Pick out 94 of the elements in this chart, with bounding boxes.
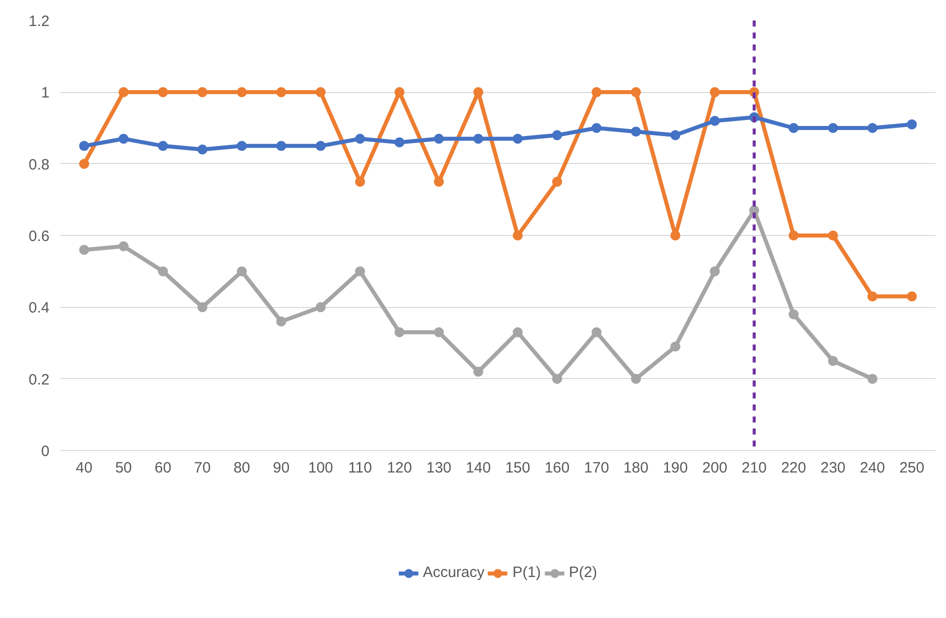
point [118, 87, 129, 98]
point [79, 140, 90, 151]
point [473, 134, 484, 144]
x-tick-label: 140 [466, 460, 491, 476]
point [552, 374, 562, 384]
point [630, 374, 641, 384]
point [276, 87, 286, 98]
y-tick-label: 0.6 [28, 228, 50, 245]
legend-label: P(1) [512, 564, 541, 582]
point [710, 266, 720, 276]
x-tick-label: 60 [154, 460, 172, 476]
point [512, 230, 523, 240]
point [158, 87, 168, 98]
point [79, 244, 90, 255]
point [552, 130, 562, 140]
x-tick-label: 200 [702, 460, 728, 476]
point [236, 266, 247, 276]
point [592, 327, 602, 338]
point [79, 158, 90, 169]
point [394, 137, 404, 148]
point [236, 140, 247, 151]
x-tick-label: 220 [781, 460, 806, 476]
x-tick-label: 80 [233, 460, 250, 476]
point [197, 87, 208, 98]
x-tick-label: 100 [308, 460, 334, 476]
x-tick-label: 150 [505, 460, 530, 476]
y-tick-label: 1 [41, 84, 50, 102]
x-tick-label: 190 [662, 460, 688, 476]
x-tick-label: 210 [742, 460, 767, 476]
point [828, 356, 838, 366]
point [316, 302, 326, 312]
point [906, 119, 917, 130]
point [434, 134, 444, 144]
x-tick-label: 180 [623, 460, 648, 476]
y-tick-label: 0.8 [28, 156, 50, 174]
x-tick-label: 130 [426, 460, 452, 476]
y-tick-label: 0.4 [28, 300, 50, 317]
legend-label: P(2) [568, 564, 598, 582]
point [197, 302, 208, 312]
point [355, 266, 366, 276]
x-tick-label: 110 [348, 460, 372, 476]
x-tick-label: 160 [544, 460, 570, 476]
point [355, 176, 366, 187]
point [276, 316, 286, 326]
point [828, 123, 838, 133]
x-tick-label: 230 [820, 460, 846, 476]
point [512, 134, 523, 144]
y-tick-label: 1.2 [28, 13, 50, 30]
point [710, 116, 720, 126]
x-tick-label: 70 [194, 460, 211, 476]
x-tick-label: 50 [115, 460, 132, 476]
point [394, 87, 404, 98]
point [118, 134, 129, 144]
point [394, 327, 404, 338]
point [828, 230, 838, 240]
point [236, 87, 247, 98]
point [630, 126, 641, 137]
point [512, 327, 523, 338]
legend-label: Accuracy [422, 564, 484, 582]
x-tick-label: 250 [899, 460, 924, 476]
point [434, 176, 444, 187]
point [473, 366, 484, 377]
point [867, 123, 878, 133]
x-tick-label: 240 [860, 460, 885, 476]
point [316, 140, 326, 151]
point [276, 140, 286, 151]
point [592, 123, 602, 133]
point [788, 123, 799, 133]
point [670, 130, 680, 140]
point [670, 230, 680, 240]
point [552, 176, 562, 187]
point [355, 134, 366, 144]
point [473, 87, 484, 98]
y-tick-label: 0 [41, 443, 50, 460]
y-tick-label: 0.2 [28, 371, 50, 388]
point [434, 327, 444, 338]
point [670, 342, 680, 352]
point [197, 144, 208, 154]
point [788, 309, 799, 320]
point [316, 87, 326, 98]
x-tick-label: 40 [76, 460, 92, 476]
x-tick-label: 120 [386, 460, 412, 476]
point [867, 291, 878, 302]
point [906, 291, 917, 302]
point [118, 241, 129, 252]
point [788, 230, 799, 240]
point [710, 87, 720, 98]
point [867, 374, 878, 384]
x-tick-label: 90 [272, 460, 290, 476]
point [630, 87, 641, 98]
x-tick-label: 170 [584, 460, 610, 476]
point [158, 140, 168, 151]
point [592, 87, 602, 98]
point [158, 266, 168, 276]
